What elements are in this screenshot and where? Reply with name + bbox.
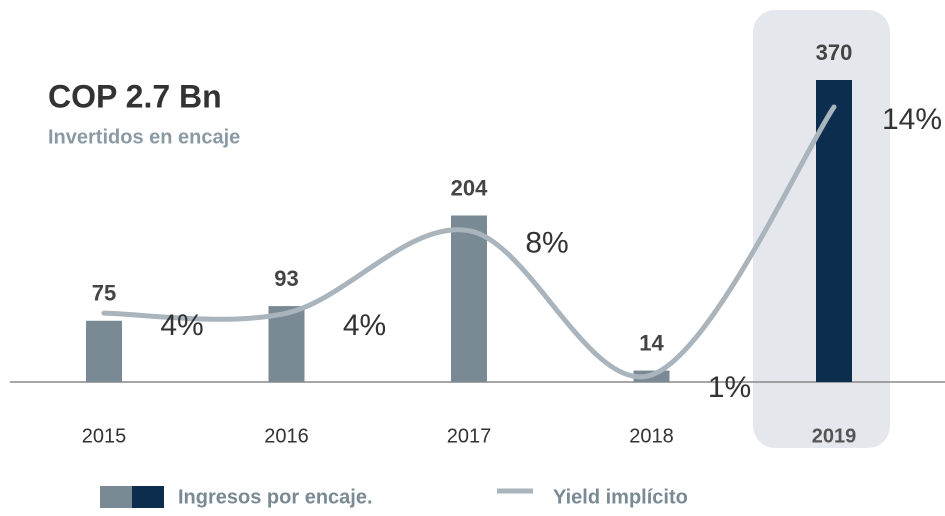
bar-value-label: 370 [816, 40, 853, 65]
x-tick-label: 2016 [264, 425, 309, 447]
yield-line [101, 104, 837, 380]
bar-value-label: 14 [639, 330, 664, 355]
legend-swatch [100, 486, 132, 508]
line-value-label: 4% [160, 309, 203, 342]
bar-value-label: 204 [451, 175, 488, 200]
x-tick-label: 2017 [447, 425, 492, 447]
bar-value-label: 93 [274, 266, 298, 291]
x-tick-label: 2015 [82, 425, 127, 447]
chart-title: COP 2.7 Bn [48, 78, 222, 114]
x-tick-label: 2019 [812, 425, 857, 447]
bar [451, 215, 487, 382]
bar [268, 306, 305, 382]
line-value-label: 14% [882, 103, 942, 136]
legend-label: Ingresos por encaje. [178, 486, 373, 508]
chart-subtitle: Invertidos en encaje [48, 126, 240, 148]
line-value-label: 1% [708, 371, 751, 404]
bar [86, 320, 122, 382]
legend-label: Yield implícito [553, 486, 688, 508]
line-value-label: 8% [525, 227, 568, 260]
line-value-label: 4% [343, 309, 386, 342]
bar-value-label: 75 [92, 281, 116, 306]
legend-swatch [132, 486, 164, 508]
x-tick-label: 2018 [629, 425, 674, 447]
